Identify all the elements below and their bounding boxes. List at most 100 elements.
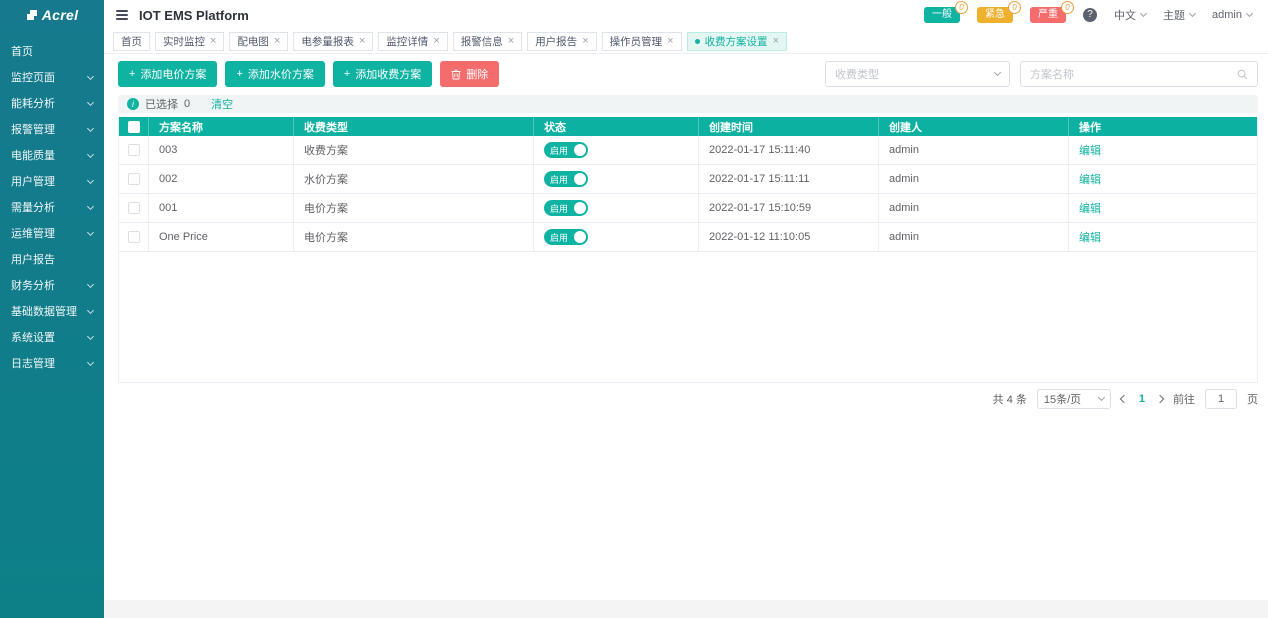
- add-electric-price-button[interactable]: + 添加电价方案: [118, 61, 218, 87]
- close-icon[interactable]: ×: [273, 35, 281, 47]
- badge-count: 0: [955, 1, 969, 14]
- tab-realtime-monitor[interactable]: 实时监控 ×: [155, 32, 225, 51]
- button-label: 删除: [466, 69, 489, 81]
- table-row: 001 电价方案 启用 2022-01-17 15:10:59 admin 编辑: [119, 194, 1257, 223]
- tab-home[interactable]: 首页: [113, 32, 150, 51]
- collapse-menu-icon[interactable]: [114, 7, 130, 23]
- filter-bar: 收费类型 方案名称: [825, 61, 1258, 87]
- alarm-badge-normal[interactable]: 一般 0: [924, 1, 969, 23]
- sidebar-item-label: 电能质量: [11, 150, 55, 162]
- prev-page-icon[interactable]: [1119, 394, 1129, 404]
- close-icon[interactable]: ×: [772, 35, 779, 47]
- plan-name-search-input[interactable]: 方案名称: [1020, 61, 1258, 87]
- alarm-badge-urgent[interactable]: 紧急 0: [977, 1, 1022, 23]
- tab-monitor-detail[interactable]: 监控详情 ×: [378, 32, 448, 51]
- tab-alarm-info[interactable]: 报警信息 ×: [452, 32, 523, 51]
- page-title: IOT EMS Platform: [139, 7, 249, 23]
- row-checkbox[interactable]: [127, 202, 140, 214]
- row-checkbox[interactable]: [127, 173, 140, 185]
- sidebar-item-demand-analysis[interactable]: 需量分析: [0, 194, 104, 220]
- close-icon[interactable]: ×: [210, 35, 217, 47]
- edit-link[interactable]: 编辑: [1079, 145, 1101, 157]
- chevron-down-icon: [993, 68, 1002, 77]
- sidebar-item-user-management[interactable]: 用户管理: [0, 168, 104, 194]
- sidebar-item-alarm-management[interactable]: 报警管理: [0, 116, 104, 142]
- input-placeholder: 方案名称: [1030, 69, 1074, 81]
- creator: admin: [879, 223, 1069, 251]
- column-header-created: 创建时间: [699, 117, 879, 136]
- toggle-label: 启用: [550, 203, 569, 214]
- top-header: IOT EMS Platform 一般 0 紧急 0 严重 0 ? 中文 主题 …: [104, 0, 1268, 30]
- row-checkbox[interactable]: [127, 144, 140, 156]
- sidebar-item-monitor-pages[interactable]: 监控页面: [0, 64, 104, 90]
- delete-button[interactable]: 删除: [440, 61, 500, 87]
- close-icon[interactable]: ×: [582, 35, 589, 47]
- current-page[interactable]: 1: [1138, 393, 1145, 405]
- chevron-down-icon: [86, 150, 95, 158]
- theme-dropdown[interactable]: 主题: [1163, 7, 1197, 23]
- sidebar-item-log-management[interactable]: 日志管理: [0, 350, 104, 376]
- tab-meter-report[interactable]: 电参量报表 ×: [293, 32, 374, 51]
- chevron-down-icon: [1139, 9, 1148, 18]
- tab-label: 操作员管理: [609, 36, 663, 48]
- chevron-down-icon: [86, 124, 95, 132]
- plan-name: 002: [149, 165, 294, 193]
- sidebar-item-system-settings[interactable]: 系统设置: [0, 324, 104, 350]
- select-all-checkbox[interactable]: [127, 120, 140, 133]
- charge-type: 水价方案: [294, 165, 534, 193]
- created-time: 2022-01-17 15:11:40: [699, 136, 879, 164]
- sidebar: Acrel 首页 监控页面 能耗分析 报警管理 电能质量 用户管理 需量分析 运…: [0, 0, 104, 618]
- tab-user-report[interactable]: 用户报告 ×: [527, 32, 597, 51]
- sidebar-item-power-quality[interactable]: 电能质量: [0, 142, 104, 168]
- row-checkbox[interactable]: [127, 231, 140, 243]
- charge-type-select[interactable]: 收费类型: [825, 61, 1010, 87]
- status-toggle[interactable]: 启用: [544, 171, 588, 187]
- search-icon[interactable]: [1237, 69, 1248, 80]
- language-label: 中文: [1114, 10, 1137, 22]
- brand-name: Acrel: [41, 7, 79, 23]
- user-dropdown[interactable]: admin: [1212, 9, 1254, 21]
- edit-link[interactable]: 编辑: [1079, 174, 1101, 186]
- created-time: 2022-01-17 15:11:11: [699, 165, 879, 193]
- close-icon[interactable]: ×: [507, 35, 515, 47]
- sidebar-item-ops-management[interactable]: 运维管理: [0, 220, 104, 246]
- status-toggle[interactable]: 启用: [544, 142, 588, 158]
- tab-label: 监控详情: [386, 36, 429, 48]
- sidebar-item-financial-analysis[interactable]: 财务分析: [0, 272, 104, 298]
- add-water-price-button[interactable]: + 添加水价方案: [225, 61, 325, 87]
- charge-type: 电价方案: [294, 223, 534, 251]
- chevron-down-icon: [1188, 9, 1197, 18]
- sidebar-item-energy-analysis[interactable]: 能耗分析: [0, 90, 104, 116]
- next-page-icon[interactable]: [1155, 394, 1165, 404]
- goto-page-input[interactable]: [1205, 389, 1237, 409]
- sidebar-item-base-data-management[interactable]: 基础数据管理: [0, 298, 104, 324]
- tab-operator-management[interactable]: 操作员管理 ×: [601, 32, 682, 51]
- select-placeholder: 收费类型: [835, 69, 879, 81]
- edit-link[interactable]: 编辑: [1079, 203, 1101, 215]
- theme-label: 主题: [1163, 10, 1186, 22]
- close-icon[interactable]: ×: [358, 35, 366, 47]
- badge-count: 0: [1061, 1, 1075, 14]
- edit-link[interactable]: 编辑: [1079, 232, 1101, 244]
- tab-distribution-diagram[interactable]: 配电图 ×: [229, 32, 289, 51]
- status-toggle[interactable]: 启用: [544, 200, 588, 216]
- sidebar-item-home[interactable]: 首页: [0, 38, 104, 64]
- toggle-knob: [574, 173, 586, 185]
- acrel-logo-icon: [26, 10, 37, 20]
- close-icon[interactable]: ×: [667, 35, 674, 47]
- language-dropdown[interactable]: 中文: [1114, 7, 1148, 23]
- close-icon[interactable]: ×: [433, 35, 440, 47]
- sidebar-item-user-report[interactable]: 用户报告: [0, 246, 104, 272]
- toolbar: + 添加电价方案 + 添加水价方案 + 添加收费方案 删除 收费类型 方案名称: [118, 61, 1258, 87]
- help-icon[interactable]: ?: [1083, 8, 1098, 22]
- alarm-badge-severe[interactable]: 严重 0: [1030, 1, 1075, 23]
- info-icon: i: [127, 98, 139, 110]
- page-size-select[interactable]: 15条/页: [1036, 389, 1111, 409]
- selected-count: 0: [184, 98, 191, 110]
- status-toggle[interactable]: 启用: [544, 229, 588, 245]
- column-header-type: 收费类型: [294, 117, 534, 136]
- tab-charge-plan-settings[interactable]: 收费方案设置 ×: [686, 32, 787, 51]
- clear-selection-link[interactable]: 清空: [211, 99, 234, 111]
- add-charge-plan-button[interactable]: + 添加收费方案: [332, 61, 433, 87]
- sidebar-item-label: 用户报告: [11, 254, 55, 266]
